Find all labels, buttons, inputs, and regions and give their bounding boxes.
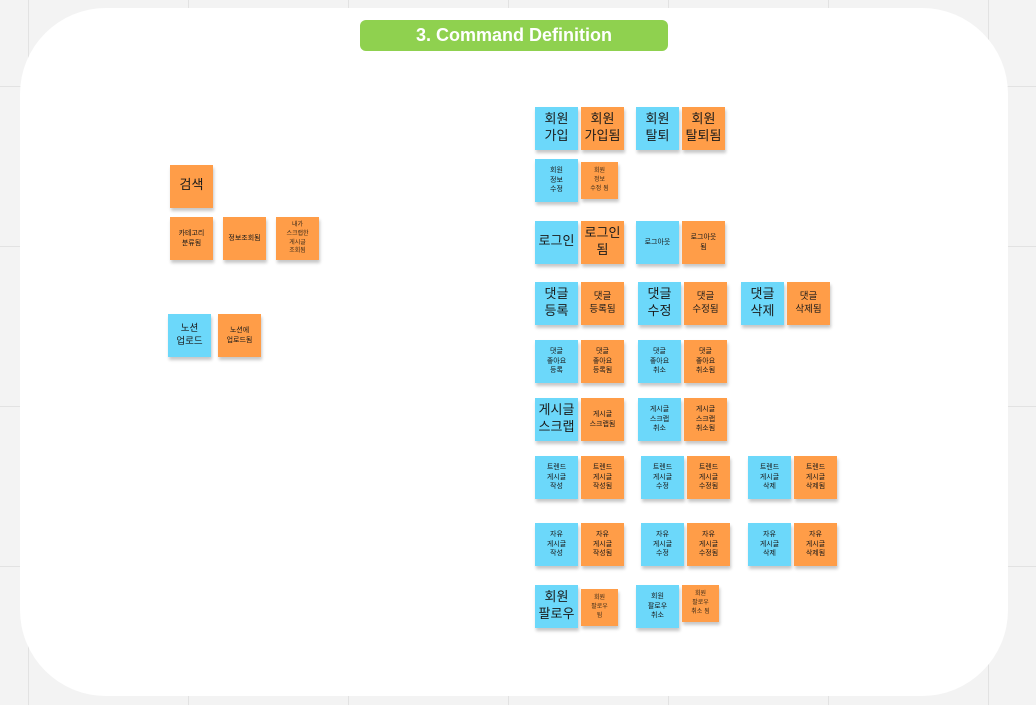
sticky-note-my-scraps-viewed[interactable]: 내가 스크랩한 게시글 조회됨 <box>276 217 319 260</box>
sticky-note-free-post-created[interactable]: 자유 게시글 작성됨 <box>581 523 624 566</box>
sticky-note-search[interactable]: 검색 <box>170 165 213 208</box>
sticky-note-comment-edited[interactable]: 댓글 수정됨 <box>684 282 727 325</box>
section-title: 3. Command Definition <box>360 20 668 51</box>
sticky-note-comment-like-canceled[interactable]: 댓글 좋아요 취소됨 <box>684 340 727 383</box>
sticky-note-signup[interactable]: 회원 가입 <box>535 107 578 150</box>
sticky-note-comment-deleted[interactable]: 댓글 삭제됨 <box>787 282 830 325</box>
sticky-note-category-classified[interactable]: 카테고리 분류됨 <box>170 217 213 260</box>
sticky-note-post-scrap[interactable]: 게시글 스크랩 <box>535 398 578 441</box>
sticky-note-trend-post-edit[interactable]: 트렌드 게시글 수정 <box>641 456 684 499</box>
sticky-note-comment-create[interactable]: 댓글 등록 <box>535 282 578 325</box>
sticky-note-comment-edit[interactable]: 댓글 수정 <box>638 282 681 325</box>
sticky-note-free-post-edited[interactable]: 자유 게시글 수정됨 <box>687 523 730 566</box>
sticky-note-info-viewed[interactable]: 정보조회됨 <box>223 217 266 260</box>
sticky-note-unfollow[interactable]: 회원 팔로우 취소 <box>636 585 679 628</box>
sticky-note-withdraw[interactable]: 회원 탈퇴 <box>636 107 679 150</box>
sticky-note-free-post-deleted[interactable]: 자유 게시글 삭제됨 <box>794 523 837 566</box>
sticky-note-post-scrapped[interactable]: 게시글 스크랩됨 <box>581 398 624 441</box>
sticky-note-withdrawn[interactable]: 회원 탈퇴됨 <box>682 107 725 150</box>
sticky-note-profile-edited[interactable]: 회원 정보 수정 됨 <box>581 162 618 199</box>
sticky-note-trend-post-deleted[interactable]: 트렌드 게시글 삭제됨 <box>794 456 837 499</box>
sticky-note-unfollowed[interactable]: 회원 팔로우 취소 됨 <box>682 585 719 622</box>
sticky-note-post-scrap-canceled[interactable]: 게시글 스크랩 취소됨 <box>684 398 727 441</box>
sticky-note-logout[interactable]: 로그아웃 <box>636 221 679 264</box>
sticky-note-comment-delete[interactable]: 댓글 삭제 <box>741 282 784 325</box>
sticky-note-post-scrap-cancel[interactable]: 게시글 스크랩 취소 <box>638 398 681 441</box>
sticky-note-notion-uploaded[interactable]: 노션에 업로드됨 <box>218 314 261 357</box>
sticky-note-comment-like-cancel[interactable]: 댓글 좋아요 취소 <box>638 340 681 383</box>
sticky-note-comment-created[interactable]: 댓글 등록됨 <box>581 282 624 325</box>
sticky-note-followed[interactable]: 회원 팔로우 됨 <box>581 589 618 626</box>
sticky-note-free-post-create[interactable]: 자유 게시글 작성 <box>535 523 578 566</box>
sticky-note-trend-post-create[interactable]: 트렌드 게시글 작성 <box>535 456 578 499</box>
sticky-note-logged-in[interactable]: 로그인 됨 <box>581 221 624 264</box>
sticky-note-notion-upload[interactable]: 노션 업로드 <box>168 314 211 357</box>
sticky-note-edit-profile[interactable]: 회원 정보 수정 <box>535 159 578 202</box>
sticky-note-logged-out[interactable]: 로그아웃 됨 <box>682 221 725 264</box>
sticky-note-free-post-edit[interactable]: 자유 게시글 수정 <box>641 523 684 566</box>
sticky-note-signed-up[interactable]: 회원 가입됨 <box>581 107 624 150</box>
sticky-note-login[interactable]: 로그인 <box>535 221 578 264</box>
sticky-note-comment-liked[interactable]: 댓글 좋아요 등록됨 <box>581 340 624 383</box>
sticky-note-trend-post-created[interactable]: 트렌드 게시글 작성됨 <box>581 456 624 499</box>
sticky-note-trend-post-delete[interactable]: 트렌드 게시글 삭제 <box>748 456 791 499</box>
sticky-note-comment-like[interactable]: 댓글 좋아요 등록 <box>535 340 578 383</box>
sticky-note-follow[interactable]: 회원 팔로우 <box>535 585 578 628</box>
sticky-note-free-post-delete[interactable]: 자유 게시글 삭제 <box>748 523 791 566</box>
sticky-note-trend-post-edited[interactable]: 트렌드 게시글 수정됨 <box>687 456 730 499</box>
